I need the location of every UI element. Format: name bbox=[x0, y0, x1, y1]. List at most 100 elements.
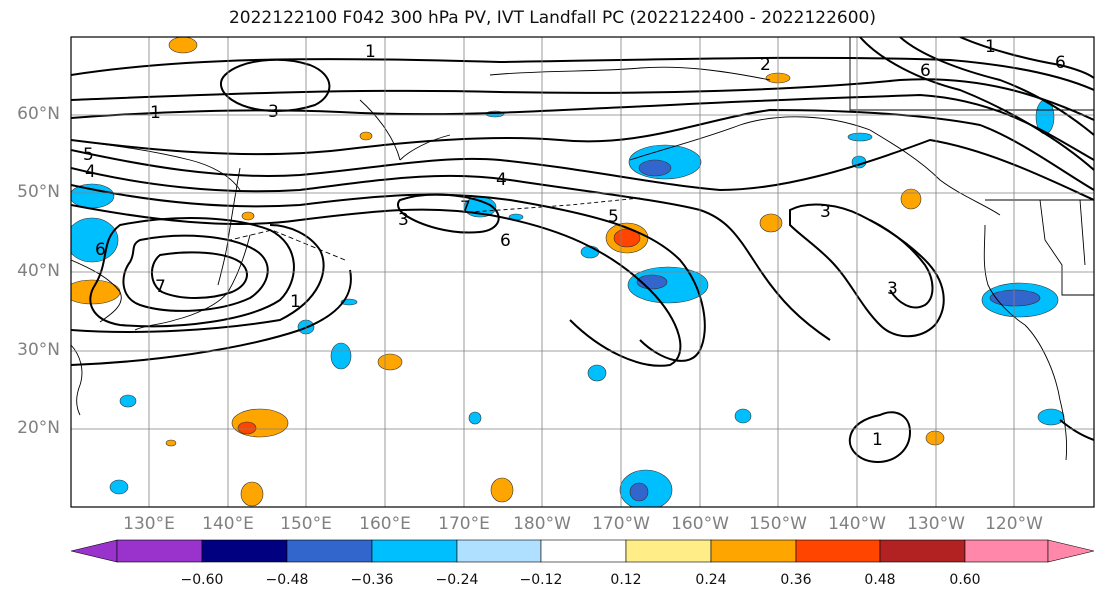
asia-coastline bbox=[71, 139, 241, 191]
contour-label: 1 bbox=[150, 103, 161, 123]
negative-anomaly-core bbox=[989, 289, 1041, 307]
contour-label: 7 bbox=[155, 277, 166, 297]
negative-anomaly-patch bbox=[1037, 408, 1065, 426]
colorbar-tick-label: −0.60 bbox=[180, 572, 224, 588]
mexico-coast bbox=[1024, 324, 1068, 461]
pv-contour-line bbox=[869, 219, 934, 309]
pv-contour-line bbox=[219, 58, 331, 113]
colorbar-bin bbox=[540, 539, 627, 563]
aleutian-islands bbox=[469, 197, 641, 213]
colorbar-bin bbox=[964, 539, 1049, 563]
pv-contour-line bbox=[89, 217, 295, 328]
lon-label: 130°E bbox=[123, 514, 175, 534]
colorbar-bin bbox=[795, 539, 881, 563]
state-border-east bbox=[1079, 199, 1086, 266]
pv-contour-line bbox=[959, 37, 1094, 79]
canada-border-box bbox=[849, 37, 1094, 111]
colorbar-tick-label: −0.12 bbox=[519, 572, 563, 588]
pv-contour-line bbox=[71, 204, 682, 367]
pv-contour-line bbox=[151, 251, 248, 299]
lon-label: 160°W bbox=[671, 514, 729, 534]
positive-anomaly-patch bbox=[168, 37, 198, 54]
pv-contour-line bbox=[71, 224, 325, 333]
positive-anomaly-patch bbox=[165, 439, 177, 447]
lon-label: 170°W bbox=[592, 514, 650, 534]
pv-contour-line bbox=[848, 411, 912, 464]
negative-anomaly-patch bbox=[71, 217, 119, 263]
lon-label: 170°E bbox=[438, 514, 490, 534]
us-west-coast bbox=[983, 224, 1026, 326]
contour-label: 6 bbox=[1055, 53, 1066, 73]
lat-label: 50°N bbox=[17, 182, 60, 202]
negative-anomaly-core bbox=[638, 159, 672, 177]
contour-label: 4 bbox=[496, 170, 507, 190]
negative-anomaly-patch bbox=[734, 408, 752, 424]
lon-label: 140°W bbox=[828, 514, 886, 534]
colorbar-bin bbox=[879, 539, 966, 563]
negative-anomaly-patch bbox=[847, 132, 873, 142]
map-title: 2022122100 F042 300 hPa PV, IVT Landfall… bbox=[228, 8, 876, 28]
contour-label: 5 bbox=[608, 207, 619, 227]
negative-anomaly-patch bbox=[71, 183, 115, 209]
contour-label-layer: 1 1 1 1 1 2 3 3 3 3 4 4 5 5 6 6 6 6 7 7 bbox=[83, 37, 1066, 450]
pv-contour-line bbox=[789, 203, 945, 338]
positive-anomaly-patch bbox=[925, 430, 945, 446]
pv-contour-line bbox=[71, 93, 1094, 161]
colorbar-bin bbox=[371, 539, 458, 563]
pv-contour-line bbox=[122, 234, 269, 312]
korea-coast bbox=[71, 259, 122, 323]
negative-anomaly-patch bbox=[580, 245, 600, 259]
pv-contour-line bbox=[71, 167, 831, 341]
contour-label: 6 bbox=[95, 240, 106, 260]
negative-anomaly-patch bbox=[468, 411, 482, 425]
positive-anomaly-patch bbox=[231, 408, 289, 438]
colorbar-tick-label: −0.48 bbox=[265, 572, 309, 588]
colorbar-bin bbox=[456, 539, 542, 563]
map-plot-area: 1 1 1 1 1 2 3 3 3 3 4 4 5 5 6 6 6 6 7 7 bbox=[71, 37, 1094, 507]
pv-contour-line bbox=[71, 56, 1094, 91]
colorbar-extend-low bbox=[70, 539, 118, 563]
negative-anomaly-patch bbox=[119, 394, 137, 408]
contour-label: 6 bbox=[500, 231, 511, 251]
colorbar-tick-label: 0.12 bbox=[610, 572, 642, 588]
colorbar-tick-label: 0.24 bbox=[695, 572, 727, 588]
positive-anomaly-patch bbox=[490, 477, 514, 503]
negative-anomaly-patch bbox=[109, 479, 129, 495]
lon-label: 150°E bbox=[280, 514, 332, 534]
positive-anomaly-core bbox=[613, 228, 641, 248]
contour-label: 1 bbox=[290, 292, 301, 312]
japan-coast bbox=[134, 234, 251, 331]
colorbar-bin bbox=[201, 539, 288, 563]
contour-label: 3 bbox=[887, 279, 898, 299]
contour-label: 5 bbox=[83, 145, 94, 165]
lat-label: 40°N bbox=[17, 261, 60, 281]
colorbar-bin bbox=[710, 539, 797, 563]
china-coast bbox=[71, 344, 83, 416]
lon-label: 160°E bbox=[359, 514, 411, 534]
contour-label: 7 bbox=[460, 198, 471, 218]
colorbar-tick-label: −0.36 bbox=[350, 572, 394, 588]
positive-anomaly-core bbox=[237, 421, 257, 435]
positive-anomaly-patch bbox=[240, 481, 264, 507]
contour-label: 1 bbox=[872, 430, 883, 450]
lat-label: 30°N bbox=[17, 340, 60, 360]
colorbar-tick-label: −0.24 bbox=[435, 572, 479, 588]
state-borders bbox=[1039, 199, 1094, 296]
positive-anomaly-patch bbox=[900, 188, 922, 210]
kamchatka-coast bbox=[359, 99, 401, 161]
pv-contour-line bbox=[71, 108, 1094, 191]
lon-label: 120°W bbox=[985, 514, 1043, 534]
sakhalin-coast bbox=[217, 167, 241, 286]
contour-label: 3 bbox=[268, 102, 279, 122]
lon-label: 150°W bbox=[749, 514, 807, 534]
colorbar-bin bbox=[286, 539, 373, 563]
pv-contour-line bbox=[396, 193, 500, 234]
colorbar-tick-label: 0.36 bbox=[780, 572, 812, 588]
contour-label: 1 bbox=[985, 37, 996, 57]
contour-label: 6 bbox=[920, 61, 931, 81]
pv-contour-line bbox=[1059, 419, 1094, 441]
lon-label: 140°E bbox=[202, 514, 254, 534]
colorbar bbox=[70, 539, 1095, 563]
contour-label: 3 bbox=[820, 202, 831, 222]
